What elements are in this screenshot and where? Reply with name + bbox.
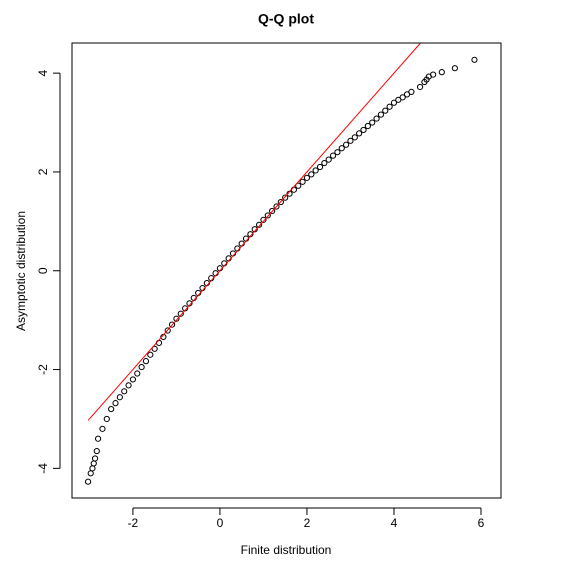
point <box>416 83 424 91</box>
point <box>142 358 150 365</box>
point <box>134 370 141 377</box>
point <box>364 122 371 130</box>
point <box>329 152 337 159</box>
point <box>377 111 385 118</box>
point <box>273 203 280 210</box>
y-tick-label: -2 <box>36 364 50 375</box>
chart-title: Q-Q plot <box>258 11 314 27</box>
point <box>264 212 271 219</box>
point <box>147 351 154 358</box>
point <box>138 363 145 371</box>
point <box>382 107 389 114</box>
point <box>356 130 363 137</box>
point <box>151 345 158 352</box>
point <box>84 478 92 485</box>
y-tick-label: 4 <box>36 69 50 76</box>
point <box>164 327 171 334</box>
x-tick-label: 4 <box>391 516 398 530</box>
point <box>360 126 367 134</box>
point <box>121 388 128 395</box>
x-axis-label: Finite distribution <box>241 543 332 557</box>
point <box>386 103 393 110</box>
x-tick-label: 6 <box>478 516 485 530</box>
point <box>99 425 106 432</box>
point <box>351 134 358 141</box>
point <box>103 415 110 423</box>
point <box>312 167 319 174</box>
point <box>269 207 276 215</box>
point <box>338 145 345 152</box>
x-tick-label: -2 <box>128 516 139 530</box>
point <box>299 178 306 185</box>
plot-box <box>71 42 502 499</box>
point <box>277 198 284 206</box>
point <box>325 156 332 163</box>
point <box>173 315 180 322</box>
point <box>260 216 267 223</box>
point <box>438 69 445 76</box>
point <box>177 310 184 317</box>
point <box>112 400 119 407</box>
point <box>316 163 324 171</box>
point <box>168 321 176 328</box>
point <box>399 94 406 101</box>
point <box>295 182 302 189</box>
y-tick-label: -4 <box>36 463 50 474</box>
point <box>308 171 315 178</box>
point <box>471 56 478 63</box>
y-axis-label: Asymptotic distribution <box>14 211 28 331</box>
y-tick-label: 2 <box>36 168 50 175</box>
point <box>321 159 328 167</box>
point <box>303 174 311 181</box>
point <box>95 435 102 442</box>
point <box>93 447 100 455</box>
point <box>334 149 341 156</box>
point <box>373 115 380 122</box>
y-tick-label: 0 <box>36 267 50 274</box>
point <box>430 71 437 78</box>
point <box>451 65 458 72</box>
point <box>255 221 263 228</box>
point <box>129 376 137 383</box>
point <box>282 194 289 201</box>
point <box>347 137 354 144</box>
point <box>408 88 415 96</box>
point <box>343 141 350 148</box>
x-tick-label: 2 <box>304 516 311 530</box>
point <box>125 382 132 389</box>
x-tick-label: 0 <box>217 516 224 530</box>
point <box>91 455 99 462</box>
point <box>369 119 376 126</box>
reference-line <box>87 43 421 421</box>
point <box>108 405 115 413</box>
point <box>390 99 398 106</box>
point <box>116 394 123 401</box>
